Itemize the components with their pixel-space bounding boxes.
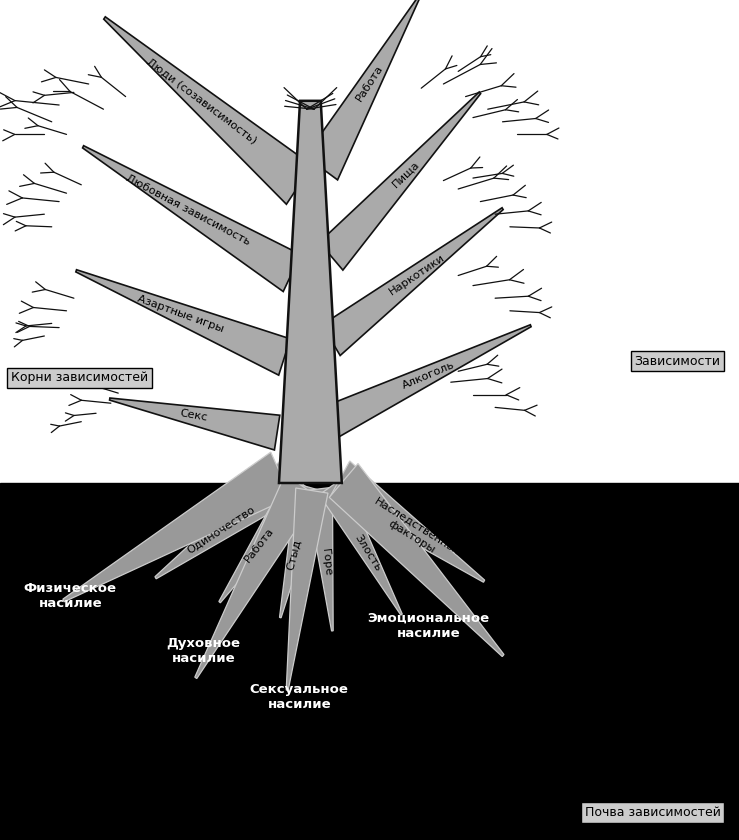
Text: Одиночество: Одиночество (185, 504, 256, 555)
Text: Наркотики: Наркотики (387, 252, 446, 297)
Text: Сексуальное
насилие: Сексуальное насилие (250, 683, 349, 711)
Polygon shape (322, 207, 503, 355)
Polygon shape (155, 459, 302, 579)
Text: Эмоциональное
насилие: Эмоциональное насилие (367, 612, 490, 640)
Text: Физическое
насилие: Физическое насилие (24, 582, 117, 611)
Polygon shape (63, 452, 291, 601)
Polygon shape (319, 92, 480, 270)
Polygon shape (195, 474, 318, 679)
Text: Алкоголь: Алкоголь (401, 360, 457, 391)
Polygon shape (103, 17, 312, 204)
Text: Злость: Злость (353, 533, 383, 573)
Bar (0, 483, 739, 840)
Polygon shape (330, 464, 504, 657)
Text: Люди (созависимость): Люди (созависимость) (145, 57, 259, 146)
Text: Азартные игры: Азартные игры (136, 294, 225, 334)
Polygon shape (109, 398, 280, 450)
Text: Стыд: Стыд (285, 538, 303, 571)
Text: Почва зависимостей: Почва зависимостей (585, 806, 721, 819)
Text: Зависимости: Зависимости (635, 354, 721, 368)
Polygon shape (279, 484, 321, 618)
Text: Секс: Секс (179, 408, 208, 423)
Polygon shape (319, 478, 402, 615)
Text: Корни зависимостей: Корни зависимостей (11, 371, 149, 385)
Text: Наследственные
факторы: Наследственные факторы (367, 496, 463, 568)
Text: Работа: Работа (354, 64, 385, 103)
Polygon shape (83, 145, 301, 291)
Bar (0, 0, 739, 483)
Text: Пища: Пища (390, 160, 421, 190)
Polygon shape (330, 461, 485, 582)
Text: Работа: Работа (242, 526, 276, 564)
Polygon shape (279, 101, 341, 483)
Polygon shape (286, 488, 328, 690)
Polygon shape (76, 270, 290, 375)
Polygon shape (321, 325, 531, 440)
Text: Горе: Горе (320, 549, 333, 577)
Polygon shape (219, 472, 314, 603)
Polygon shape (305, 0, 419, 180)
Text: Любовная зависимость: Любовная зависимость (123, 173, 251, 247)
Text: Духовное
насилие: Духовное насилие (166, 637, 240, 665)
Polygon shape (306, 487, 333, 631)
